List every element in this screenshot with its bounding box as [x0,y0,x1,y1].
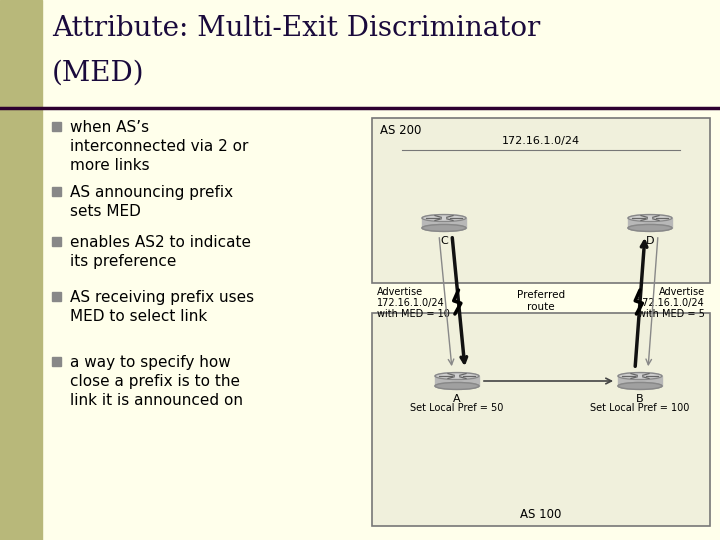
Bar [618,376,662,386]
Bar [422,218,466,228]
Bar [628,218,672,228]
Bar [435,376,479,386]
Ellipse shape [435,373,479,380]
Text: with MED = 5: with MED = 5 [638,309,705,319]
Text: C: C [440,236,448,246]
Text: route: route [527,302,555,312]
Text: with MED = 10: with MED = 10 [377,309,450,319]
Bar [52,292,61,301]
Bar [0,0,42,540]
Text: A: A [453,394,461,404]
Text: Attribute: Multi-Exit Discriminator: Attribute: Multi-Exit Discriminator [52,15,540,42]
Text: Advertise: Advertise [659,287,705,297]
Text: AS 100: AS 100 [521,508,562,521]
Text: Set Local Pref = 50: Set Local Pref = 50 [410,403,504,413]
Text: B: B [636,394,644,404]
Text: when AS’s
interconnected via 2 or
more links: when AS’s interconnected via 2 or more l… [70,120,248,173]
Bar [52,122,61,131]
Bar [52,357,61,366]
Text: Preferred: Preferred [517,290,565,300]
Ellipse shape [618,373,662,380]
Bar [52,187,61,196]
Text: 172.16.1.0/24: 172.16.1.0/24 [637,298,705,308]
Bar [372,118,710,283]
Text: AS announcing prefix
sets MED: AS announcing prefix sets MED [70,185,233,219]
Text: D: D [646,236,654,246]
Text: 172.16.1.0/24: 172.16.1.0/24 [377,298,445,308]
Ellipse shape [435,382,479,389]
Text: AS 200: AS 200 [380,124,421,137]
Ellipse shape [422,214,466,221]
Ellipse shape [628,225,672,232]
Ellipse shape [618,382,662,389]
Text: AS receiving prefix uses
MED to select link: AS receiving prefix uses MED to select l… [70,290,254,324]
Text: (MED): (MED) [52,60,145,87]
Text: Advertise: Advertise [377,287,423,297]
Text: 172.16.1.0/24: 172.16.1.0/24 [502,136,580,146]
Text: enables AS2 to indicate
its preference: enables AS2 to indicate its preference [70,235,251,269]
Text: a way to specify how
close a prefix is to the
link it is announced on: a way to specify how close a prefix is t… [70,355,243,408]
Bar [52,237,61,246]
Text: Set Local Pref = 100: Set Local Pref = 100 [590,403,690,413]
Ellipse shape [422,225,466,232]
Bar [372,313,710,526]
Ellipse shape [628,214,672,221]
